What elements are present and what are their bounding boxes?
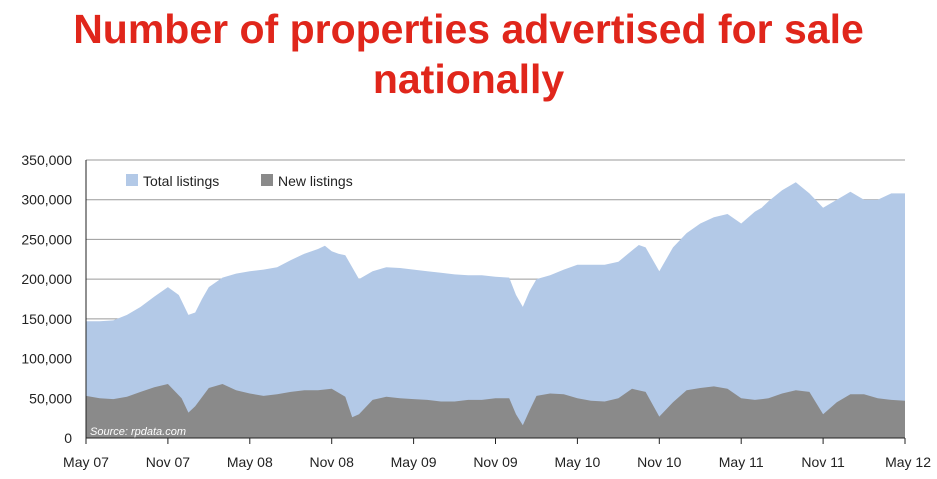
x-tick-label: Nov 08 [310, 454, 355, 470]
x-tick-label: Nov 07 [146, 454, 191, 470]
source-note: Source: rpdata.com [90, 426, 186, 438]
area-total-listings [86, 182, 905, 438]
legend-swatch-new-listings [261, 174, 273, 186]
x-tick-label: May 10 [554, 454, 600, 470]
y-tick-label: 50,000 [29, 390, 72, 406]
y-tick-label: 300,000 [21, 192, 72, 208]
x-tick-label: May 07 [63, 454, 109, 470]
x-tick-label: Nov 10 [637, 454, 682, 470]
chart-title: Number of properties advertised for sale… [73, 6, 864, 102]
y-tick-label: 350,000 [21, 152, 72, 168]
y-tick-label: 250,000 [21, 231, 72, 247]
y-tick-label: 150,000 [21, 311, 72, 327]
y-axis-ticks: 0 50,000 100,000 150,000 200,000 250,000 300,0… [21, 152, 72, 446]
x-tick-label: May 08 [227, 454, 273, 470]
legend: Total listings New listings [126, 173, 353, 189]
x-tick-label: May 11 [719, 454, 764, 470]
y-tick-label: 200,000 [21, 271, 72, 287]
y-tick-label: 100,000 [21, 351, 72, 367]
legend-label-total-listings: Total listings [143, 173, 219, 189]
y-tick-label: 0 [64, 430, 72, 446]
x-tick-label: May 09 [391, 454, 437, 470]
plot-areas [86, 182, 905, 438]
x-tick-label: May 12 [885, 454, 931, 470]
x-tick-label: Nov 11 [801, 454, 845, 470]
x-tick-label: Nov 09 [473, 454, 518, 470]
x-axis-ticks: May 07 Nov 07 May 08 Nov 08 May 09 Nov 09 May … [63, 438, 931, 470]
legend-swatch-total-listings [126, 174, 138, 186]
legend-label-new-listings: New listings [278, 173, 353, 189]
area-new-listings [86, 384, 905, 438]
